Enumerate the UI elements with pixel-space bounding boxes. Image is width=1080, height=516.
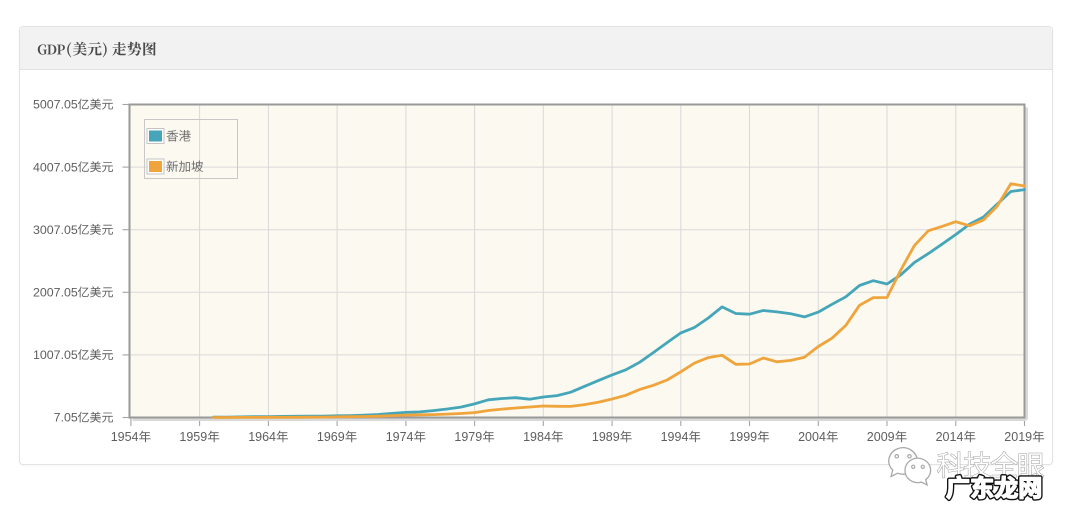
svg-text:1999: 1999 — [729, 430, 757, 444]
svg-text:1954: 1954 — [111, 430, 139, 444]
svg-text:2007.05: 2007.05 — [33, 286, 78, 300]
svg-text:1984: 1984 — [523, 430, 551, 444]
svg-text:1974: 1974 — [386, 430, 414, 444]
svg-text:3007.05: 3007.05 — [33, 223, 78, 237]
svg-text:1959: 1959 — [179, 430, 207, 444]
svg-text:1969: 1969 — [317, 430, 345, 444]
svg-text:2019: 2019 — [1004, 430, 1032, 444]
svg-text:1994: 1994 — [661, 430, 689, 444]
svg-text:4007.05: 4007.05 — [33, 160, 78, 174]
svg-text:5007.05: 5007.05 — [33, 98, 78, 112]
svg-text:2004: 2004 — [798, 430, 826, 444]
svg-text:2009: 2009 — [867, 430, 895, 444]
svg-text:1979: 1979 — [454, 430, 482, 444]
svg-text:2014: 2014 — [936, 430, 964, 444]
svg-text:1989: 1989 — [592, 430, 620, 444]
svg-text:7.05: 7.05 — [54, 411, 78, 425]
svg-text:1964: 1964 — [248, 430, 276, 444]
svg-text:1007.05: 1007.05 — [33, 348, 78, 362]
